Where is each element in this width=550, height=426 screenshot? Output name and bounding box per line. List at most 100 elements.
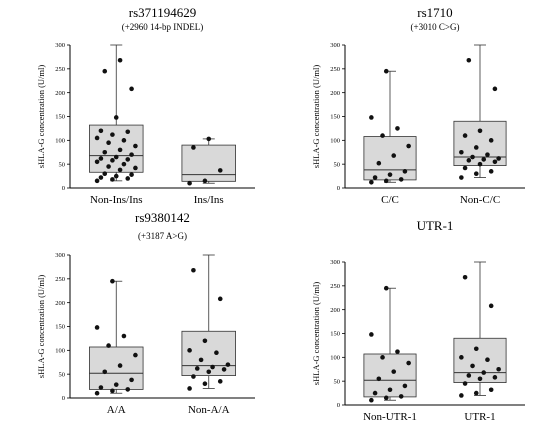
data-point — [406, 143, 411, 149]
data-point — [129, 377, 134, 383]
y-tick-label: 200 — [330, 90, 340, 97]
data-point — [113, 115, 119, 120]
data-point — [125, 157, 131, 162]
y-tick-label: 0 — [337, 185, 340, 192]
data-point — [462, 133, 468, 138]
data-point — [217, 379, 223, 384]
data-point — [110, 388, 115, 394]
data-point — [202, 178, 208, 184]
data-point — [481, 157, 487, 162]
data-point — [462, 381, 468, 386]
panel-4: UTR-1 sHLA-G concentration (U/ml) 0 50 100 15… — [311, 218, 525, 423]
data-point — [462, 165, 468, 171]
box-2 — [453, 44, 507, 180]
box-1 — [363, 68, 417, 185]
data-point — [473, 390, 479, 396]
data-point — [380, 133, 385, 138]
data-point — [387, 172, 393, 177]
data-point — [102, 369, 108, 375]
data-point — [369, 115, 374, 120]
data-point — [485, 152, 490, 157]
y-tick-label: 50 — [59, 161, 66, 168]
x-tick-label: Non-C/C — [460, 194, 500, 206]
data-point — [121, 138, 127, 143]
y-tick-label: 0 — [337, 402, 340, 409]
data-point — [106, 164, 111, 169]
box-iqr — [89, 124, 144, 173]
data-point — [113, 173, 119, 179]
data-point — [376, 376, 382, 382]
data-point — [217, 296, 223, 302]
box-2 — [453, 261, 507, 398]
data-point — [117, 57, 123, 63]
data-point — [117, 167, 123, 173]
y-axis-label: sHLA-G concentration (U/ml) — [36, 275, 46, 379]
data-point — [133, 165, 138, 171]
data-point — [459, 393, 464, 398]
data-point — [477, 161, 483, 167]
data-point — [187, 386, 192, 391]
data-point — [102, 149, 108, 155]
data-point — [113, 154, 119, 160]
box-2 — [181, 254, 236, 391]
y-tick-label: 100 — [55, 348, 65, 355]
data-point — [496, 366, 501, 372]
data-point — [110, 177, 115, 182]
data-point — [106, 140, 111, 146]
x-tick-label: Non-A/A — [188, 404, 230, 416]
panel-title: rs1710 — [417, 5, 452, 20]
data-point — [462, 274, 468, 280]
data-point — [485, 357, 490, 363]
data-point — [210, 364, 215, 370]
data-point — [98, 385, 104, 390]
box-1 — [89, 44, 144, 184]
data-point — [202, 381, 208, 387]
data-point — [473, 346, 479, 352]
data-point — [398, 394, 404, 399]
data-point — [202, 338, 208, 344]
data-point — [398, 177, 404, 182]
y-tick-label: 150 — [330, 114, 340, 121]
box-iqr — [453, 337, 507, 383]
y-tick-label: 300 — [55, 252, 65, 259]
data-point — [395, 349, 400, 354]
data-point — [129, 172, 134, 177]
data-point — [198, 357, 204, 363]
y-tick-label: 0 — [62, 185, 65, 192]
data-point — [470, 363, 475, 369]
data-point — [383, 285, 389, 291]
data-point — [125, 387, 131, 392]
y-tick-label: 250 — [330, 283, 340, 290]
data-point — [459, 355, 464, 360]
panel-subtitle: (+3010 C>G) — [411, 22, 460, 32]
data-point — [206, 369, 212, 375]
data-point — [488, 138, 494, 143]
y-tick-label: 50 — [334, 161, 341, 168]
data-point — [466, 373, 472, 378]
data-point — [133, 143, 138, 149]
data-point — [402, 383, 408, 389]
data-point — [98, 128, 104, 134]
data-point — [488, 303, 494, 309]
data-point — [194, 366, 200, 371]
x-tick-label: Non-UTR-1 — [363, 411, 417, 421]
data-point — [383, 395, 389, 401]
data-point — [94, 178, 100, 184]
data-point — [110, 278, 115, 284]
data-point — [94, 390, 100, 396]
y-tick-label: 50 — [59, 371, 66, 378]
data-point — [121, 333, 127, 339]
data-point — [466, 57, 472, 63]
x-tick-label: A/A — [107, 404, 126, 416]
y-tick-label: 150 — [55, 324, 65, 331]
box-2 — [181, 136, 236, 186]
x-tick-label: C/C — [381, 194, 399, 206]
data-point — [187, 348, 192, 353]
data-point — [492, 86, 498, 92]
y-tick-label: 300 — [55, 42, 65, 49]
data-point — [459, 175, 464, 180]
data-point — [113, 382, 119, 387]
data-point — [395, 126, 400, 131]
x-tick-label: UTR-1 — [464, 411, 495, 421]
